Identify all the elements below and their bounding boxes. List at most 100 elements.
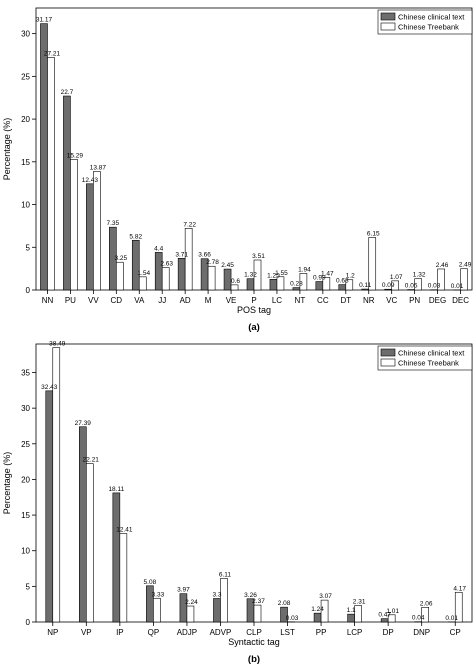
bar-clinical-JJ xyxy=(154,252,163,291)
data-label-treebank-NT: 1.94 xyxy=(298,266,311,273)
x-tick-label: DP xyxy=(383,628,394,637)
x-tick-label: P xyxy=(251,296,256,305)
legend-entry-2: Chinese Treebank xyxy=(398,23,459,32)
data-label-clinical-PP: 1.24 xyxy=(311,606,324,613)
bar-treebank-NN xyxy=(47,57,55,291)
bar-clinical-VC xyxy=(384,288,392,291)
bar-clinical-DT xyxy=(338,284,347,291)
data-label-clinical-P: 1.32 xyxy=(244,272,257,279)
data-label-clinical-ADJP: 3.97 xyxy=(177,587,190,594)
bar-clinical-VE xyxy=(223,268,232,291)
data-label-treebank-DEC: 2.49 xyxy=(459,262,472,269)
bar-treebank-DP xyxy=(387,614,396,623)
data-label-treebank-LST: 0.03 xyxy=(286,615,299,622)
bar-clinical-LST xyxy=(280,606,288,623)
panel-label: (b) xyxy=(248,654,260,665)
data-label-clinical-ADVP: 3.3 xyxy=(212,591,221,598)
data-label-clinical-PU: 22.7 xyxy=(61,89,74,96)
bar-clinical-NT xyxy=(292,287,301,291)
data-label-clinical-NN: 31.17 xyxy=(36,17,53,24)
chart-panel-2: 0 5 10 15 20 25 30 35 Percentage (%) NP 32.43 38.49… xyxy=(2,341,473,665)
bar-treebank-PN xyxy=(414,278,422,291)
y-tick-label: 0 xyxy=(26,618,31,627)
data-label-clinical-AD: 3.71 xyxy=(175,251,188,258)
y-tick-label: 30 xyxy=(21,30,30,39)
bar-treebank-DEC xyxy=(460,268,468,291)
x-tick-label: M xyxy=(205,296,212,305)
bar-treebank-CD xyxy=(116,261,124,291)
data-label-treebank-QP: 3.33 xyxy=(152,591,165,598)
x-tick-label: PU xyxy=(65,296,76,305)
data-label-treebank-PN: 1.32 xyxy=(413,272,426,279)
bar-treebank-CLP xyxy=(253,604,262,623)
data-label-clinical-DP: 0.47 xyxy=(378,612,391,619)
legend-entry-1: Chinese clinical text xyxy=(398,13,465,22)
bar-treebank-ADJP xyxy=(186,605,195,623)
data-label-clinical-DEG: 0.03 xyxy=(428,283,441,290)
y-tick-label: 25 xyxy=(21,440,30,449)
data-label-treebank-VC: 1.07 xyxy=(390,274,403,281)
bar-treebank-VC xyxy=(391,280,399,291)
data-label-clinical-VE: 2.45 xyxy=(221,262,234,269)
bar-treebank-VE xyxy=(230,284,239,291)
bar-treebank-DEG xyxy=(437,268,445,291)
legend-entry-1: Chinese clinical text xyxy=(398,349,465,358)
data-label-clinical-M: 3.66 xyxy=(198,252,211,259)
plot-frame xyxy=(35,7,473,291)
y-tick-label: 20 xyxy=(21,115,30,124)
data-label-treebank-M: 2.78 xyxy=(206,259,219,266)
x-tick-label: CD xyxy=(111,296,123,305)
panel-label: (a) xyxy=(248,322,260,333)
y-tick-label: 25 xyxy=(21,72,30,81)
data-label-clinical-CC: 0.99 xyxy=(313,275,326,282)
data-label-clinical-QP: 5.08 xyxy=(144,579,157,586)
x-tick-label: VA xyxy=(134,296,145,305)
x-tick-label: VP xyxy=(81,628,92,637)
bar-treebank-DT xyxy=(345,279,354,291)
bar-clinical-IP xyxy=(112,492,121,623)
data-label-clinical-CLP: 3.26 xyxy=(244,592,257,599)
chart-panel-1: 0 5 10 15 20 25 30 Percentage (%) NN 31.17 27.21 PU… xyxy=(2,7,473,333)
data-label-treebank-NR: 6.15 xyxy=(367,230,380,237)
bar-treebank-NR xyxy=(368,237,377,291)
x-tick-label: NR xyxy=(363,296,375,305)
x-tick-label: DEC xyxy=(452,296,469,305)
legend-entry-2: Chinese Treebank xyxy=(398,359,459,368)
bar-treebank-VP xyxy=(86,463,94,623)
y-tick-label: 5 xyxy=(26,582,31,591)
bar-clinical-NN xyxy=(40,23,48,291)
x-tick-label: AD xyxy=(180,296,191,305)
bar-treebank-JJ xyxy=(161,267,170,291)
data-label-clinical-VA: 5.82 xyxy=(129,233,142,240)
x-tick-label: LST xyxy=(280,628,295,637)
data-label-treebank-DEG: 2.46 xyxy=(436,262,449,269)
x-tick-label: DT xyxy=(340,296,351,305)
bar-clinical-VA xyxy=(131,239,140,291)
bar-treebank-LC xyxy=(276,276,285,291)
data-label-treebank-VE: 0.6 xyxy=(231,278,240,285)
y-tick-label: 35 xyxy=(21,369,30,378)
x-tick-label: CP xyxy=(450,628,461,637)
data-label-clinical-JJ: 4.4 xyxy=(154,245,163,252)
x-tick-label: NP xyxy=(47,628,58,637)
bar-treebank-PU xyxy=(70,159,78,291)
bar-treebank-NP xyxy=(52,347,61,623)
data-label-clinical-LST: 2.08 xyxy=(278,600,291,607)
data-label-clinical-DT: 0.63 xyxy=(336,278,349,285)
x-tick-label: VC xyxy=(386,296,397,305)
data-label-clinical-VV: 12.43 xyxy=(82,177,99,184)
data-label-treebank-VV: 13.87 xyxy=(90,164,107,171)
x-tick-label: NT xyxy=(295,296,306,305)
bar-clinical-ADVP xyxy=(213,598,221,623)
data-label-clinical-PN: 0.05 xyxy=(405,283,418,290)
y-axis-label: Percentage (%) xyxy=(2,118,12,181)
bar-clinical-P xyxy=(246,278,255,291)
bar-treebank-DNP xyxy=(421,607,429,623)
bar-clinical-LCP xyxy=(347,613,355,623)
data-label-treebank-LC: 1.55 xyxy=(275,270,288,277)
bar-treebank-P xyxy=(253,259,262,291)
data-label-treebank-CC: 1.47 xyxy=(321,270,334,277)
